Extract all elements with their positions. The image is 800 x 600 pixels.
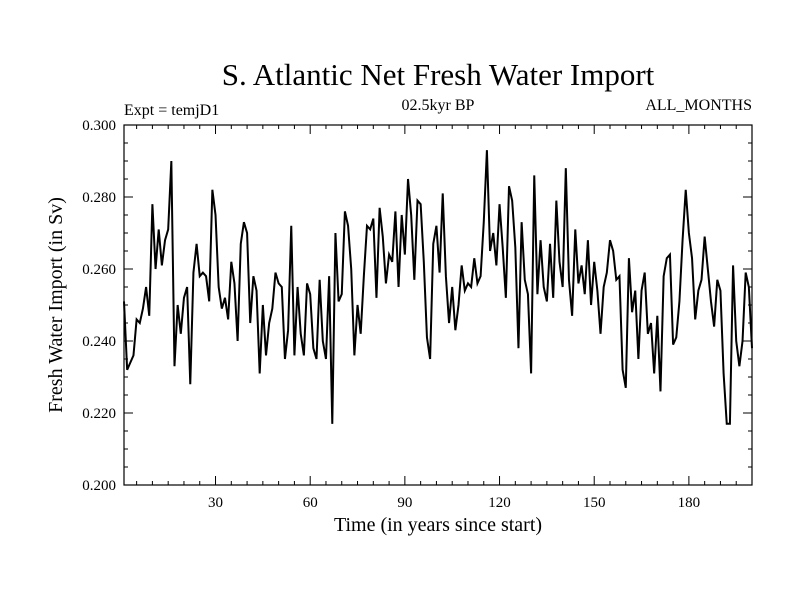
y-tick-label: 0.260	[82, 262, 116, 278]
y-axis-label: Fresh Water Import (in Sv)	[45, 197, 67, 413]
chart-title: S. Atlantic Net Fresh Water Import	[222, 57, 655, 92]
x-axis-ticks: 30 60 90 120 150 180	[136, 125, 737, 511]
x-tick-label: 150	[583, 495, 606, 511]
series-line	[123, 150, 753, 425]
y-tick-label: 0.220	[82, 406, 116, 422]
y-axis-ticks: 0.200 0.220 0.240 0.260 0.280 0.300	[82, 118, 752, 494]
y-tick-label: 0.280	[82, 190, 116, 206]
x-tick-label: 120	[488, 495, 511, 511]
experiment-label: Expt = temjD1	[124, 102, 219, 119]
y-tick-label: 0.300	[82, 118, 116, 134]
series-layer	[123, 150, 753, 425]
x-tick-label: 180	[678, 495, 701, 511]
y-tick-label: 0.240	[82, 334, 116, 350]
x-axis-label: Time (in years since start)	[334, 514, 542, 536]
x-tick-label: 90	[397, 495, 412, 511]
period-label: 02.5kyr BP	[402, 97, 475, 114]
x-tick-label: 60	[303, 495, 318, 511]
months-label: ALL_MONTHS	[645, 97, 752, 114]
y-tick-label: 0.200	[82, 478, 116, 494]
plot-frame	[123, 124, 753, 486]
x-tick-label: 30	[208, 495, 223, 511]
